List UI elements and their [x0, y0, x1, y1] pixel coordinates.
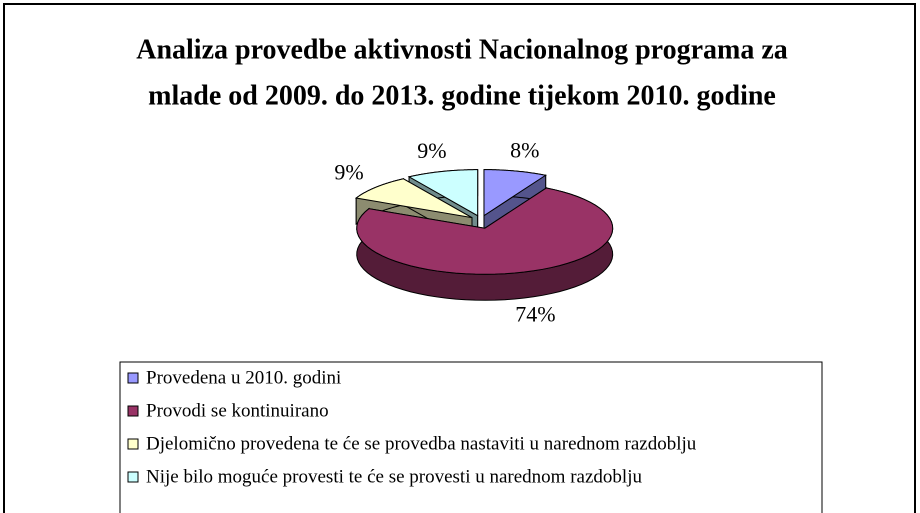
data-label: 8% [510, 137, 539, 162]
chart-title: Analiza provedbe aktivnosti Nacionalnog … [136, 34, 788, 65]
legend-label: Provedena u 2010. godini [146, 367, 341, 388]
legend-label: Djelomično provedena te će se provedba n… [146, 433, 697, 454]
legend-box [119, 361, 823, 513]
legend-swatch [127, 438, 139, 450]
data-label: 9% [417, 138, 446, 163]
pie-slice [354, 178, 473, 219]
legend-swatch [127, 405, 139, 417]
legend-swatch [127, 372, 139, 384]
data-label: 74% [515, 302, 555, 327]
legend-swatch [127, 471, 139, 483]
data-label: 9% [334, 159, 363, 184]
legend-label: Nije bilo moguće provesti te će se prove… [146, 466, 642, 487]
pie-slice [483, 169, 547, 217]
chart-title: mlade od 2009. do 2013. godine tijekom 2… [148, 80, 776, 111]
pie-slice [356, 187, 614, 275]
legend-label: Provodi se kontinuirano [146, 400, 329, 421]
pie-slice [407, 169, 479, 217]
